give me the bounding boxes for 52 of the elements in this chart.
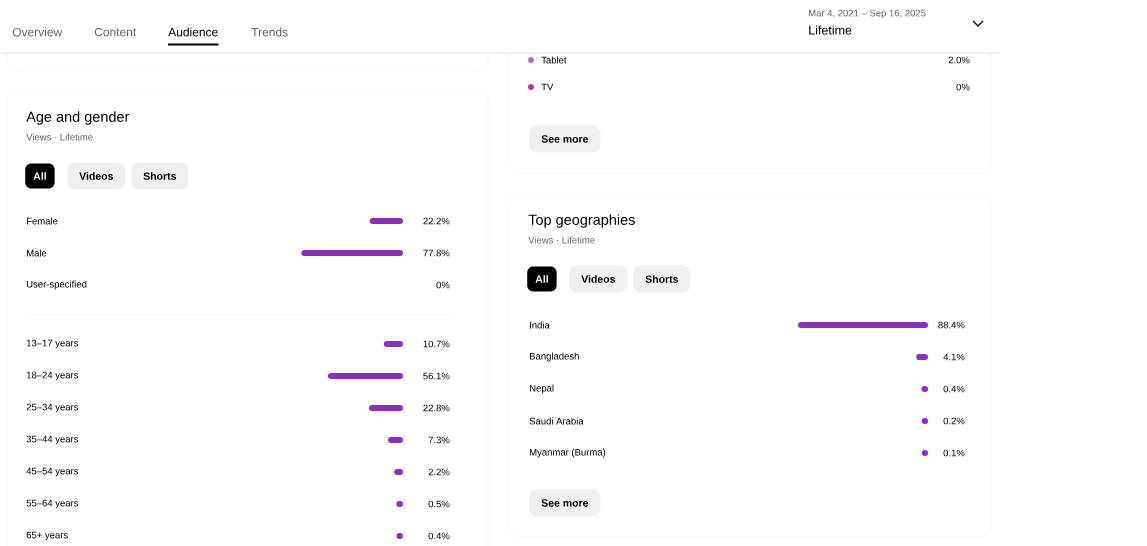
text: Views · Lifetime [528,236,595,244]
text: Shorts [645,275,679,283]
data-label: 10.7% [423,340,450,348]
data-label: 2.0% [948,56,970,64]
data-label: 56.1% [423,372,450,380]
text: Videos [79,172,114,180]
text: Videos [581,275,616,283]
data-label: 0.4% [943,385,965,393]
text: See more [541,499,589,507]
data-label: 4.1% [943,353,965,361]
text: Lifetime [809,25,852,35]
y-tick-label: Male [26,249,47,257]
data-label: 0.2% [943,417,965,425]
y-tick-label: 18–24 years [26,371,79,381]
y-tick-label: 13–17 years [26,339,79,349]
data-label: 0.1% [943,449,965,457]
data-label: 22.2% [423,217,450,225]
text: Top geographies [528,214,635,228]
y-tick-label: 35–44 years [26,435,79,445]
data-label: 0.5% [428,500,450,508]
y-tick-label: User-specified [26,280,87,290]
category-label: TV [541,83,554,91]
y-tick-label: Bangladesh [529,352,579,362]
y-tick-label: 55–64 years [26,499,79,509]
text: Mar 4, 2021 – Sep 16, 2025 [809,9,926,19]
data-label: 0% [436,281,450,289]
data-label: 77.8% [423,249,450,257]
y-tick-label: 45–54 years [26,467,79,477]
text: See more [541,135,589,143]
data-label: 0% [956,83,970,91]
y-tick-label: Female [26,217,58,225]
y-tick-label: Myanmar (Burma) [529,448,606,458]
text: Audience [168,27,218,37]
data-label: 7.3% [428,436,450,444]
text: Overview [12,27,63,37]
y-tick-label: 65+ years [26,531,68,541]
y-tick-label: Saudi Arabia [529,417,584,425]
data-label: 22.8% [423,404,450,412]
text: Trends [251,27,288,37]
y-tick-label: 25–34 years [26,403,79,413]
y-tick-label: India [530,321,550,329]
text: Age and gender [26,111,130,125]
text: Views · Lifetime [26,133,93,141]
text: All [33,172,46,180]
data-label: 0.4% [428,532,450,540]
data-label: 88.4% [938,321,965,329]
category-label: Tablet [541,56,567,64]
text: Shorts [143,172,177,180]
text: All [535,275,548,283]
y-tick-label: Nepal [529,384,554,394]
text: Content [94,27,137,37]
data-label: 2.2% [428,468,450,476]
